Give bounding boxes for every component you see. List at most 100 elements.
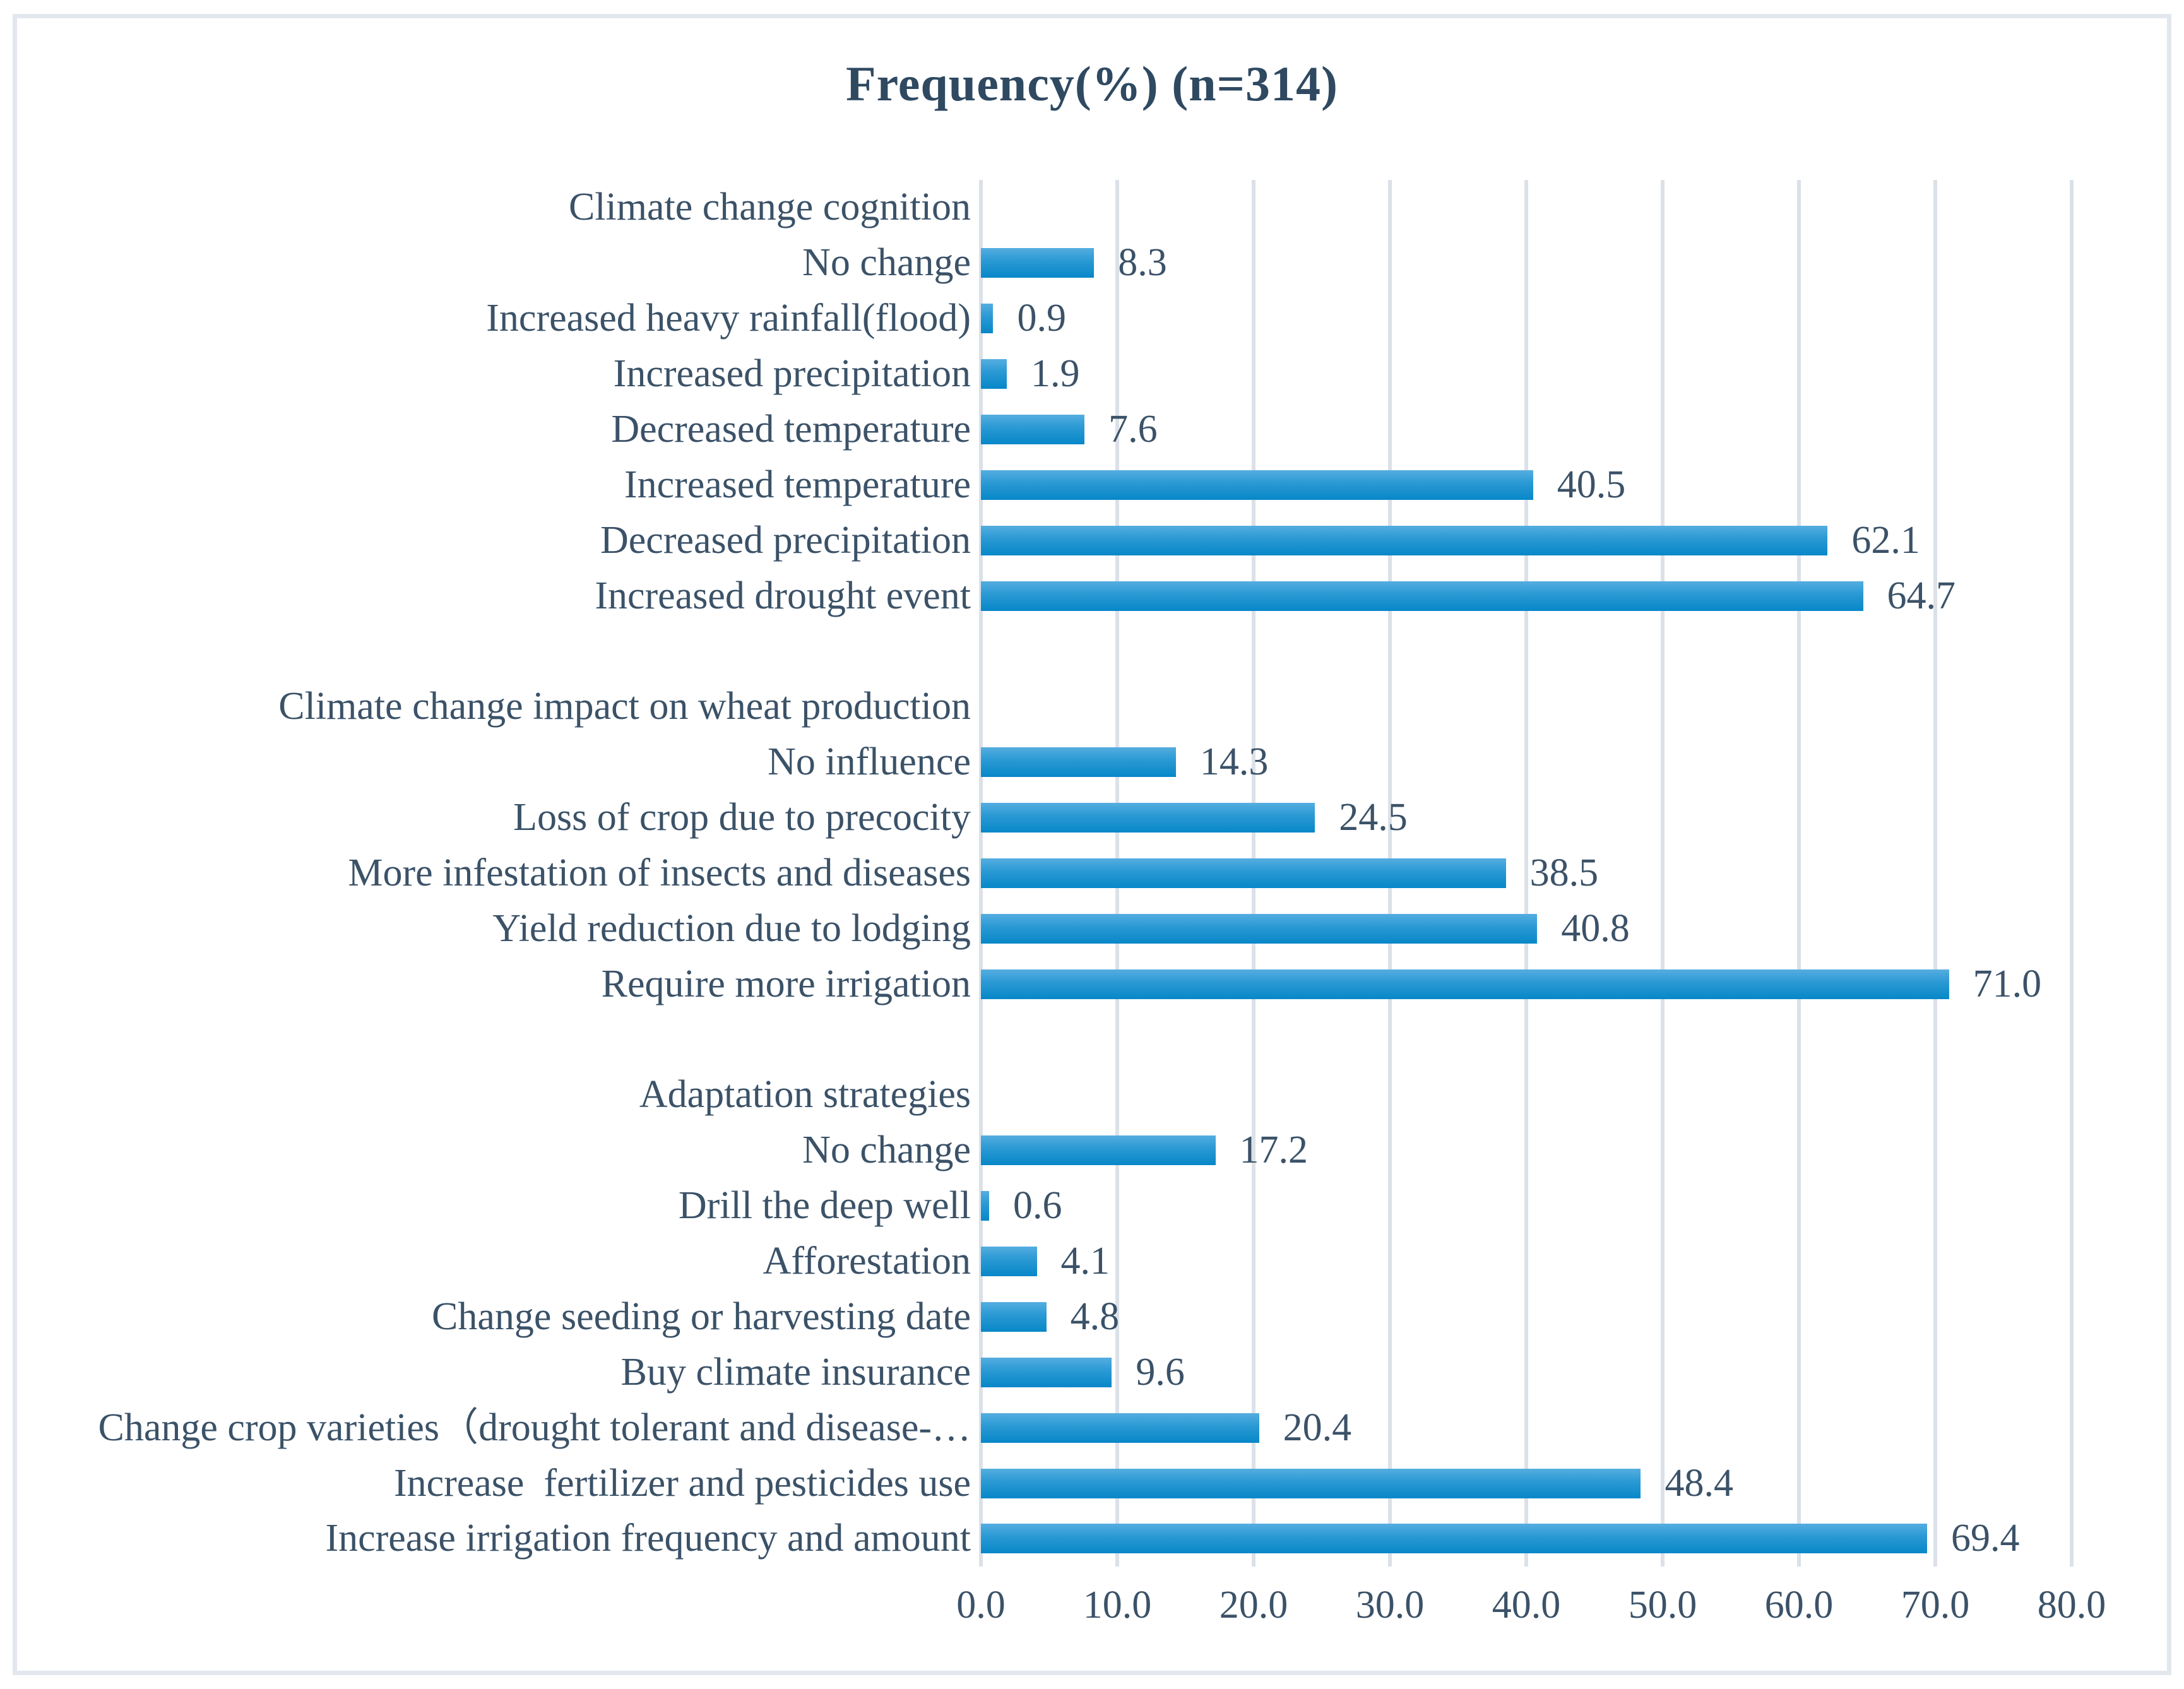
bar (981, 1301, 1047, 1332)
bar-zone: 20.4 (981, 1400, 2072, 1455)
bar-zone: 62.1 (981, 513, 2072, 568)
bar-zone: 0.6 (981, 1178, 2072, 1234)
group-header-row: Climate change cognition (44, 180, 2140, 235)
bar-zone: 24.5 (981, 790, 2072, 846)
value-label: 1.9 (1031, 352, 1080, 396)
bar-row: Increased drought event 64.7 (44, 568, 2140, 624)
spacer-row (44, 1012, 2140, 1067)
grid-line (2070, 180, 2074, 1567)
bar (981, 1524, 1928, 1554)
chart-title: Frequency(%) (n=314) (845, 56, 1339, 111)
category-label: Change seeding or harvesting date (432, 1295, 971, 1338)
group-header-row: Adaptation strategies (44, 1067, 2140, 1123)
bar-zone: 4.1 (981, 1234, 2072, 1289)
bar (981, 525, 1828, 555)
x-tick-label: 40.0 (1492, 1584, 1561, 1627)
bar (981, 470, 1533, 500)
value-label: 20.4 (1283, 1406, 1352, 1449)
bar (981, 304, 994, 334)
category-label: Increased temperature (624, 463, 971, 506)
bar-row: Decreased precipitation 62.1 (44, 513, 2140, 568)
category-label: Increased drought event (595, 574, 971, 617)
category-label: Increase fertilizer and pesticides use (393, 1461, 971, 1505)
value-label: 71.0 (1973, 962, 2042, 1005)
bar-row: No change 8.3 (44, 235, 2140, 291)
bar (981, 969, 1949, 999)
bar-zone: 7.6 (981, 402, 2072, 458)
bar-row: Require more irrigation 71.0 (44, 956, 2140, 1012)
bar-row: Increased temperature 40.5 (44, 457, 2140, 513)
x-axis-ticks: 0.0 10.0 20.0 30.0 40.0 50.0 60.0 70.0 80.0 (0, 1583, 2184, 1640)
category-label: Buy climate insurance (620, 1350, 971, 1394)
bar-zone: 4.8 (981, 1289, 2072, 1345)
bar-row: Increase fertilizer and pesticides use 48… (44, 1455, 2140, 1511)
bar-zone: 0.9 (981, 291, 2072, 347)
category-label: Yield reduction due to lodging (492, 906, 971, 950)
bar-zone: 14.3 (981, 735, 2072, 790)
bar-row: No influence 14.3 (44, 735, 2140, 790)
category-label: Decreased precipitation (600, 518, 971, 562)
category-label: More infestation of insects and diseases (348, 851, 971, 894)
spacer-row (44, 624, 2140, 679)
bar-zone: 64.7 (981, 568, 2072, 624)
bar-row: Increased heavy rainfall(flood) 0.9 (44, 291, 2140, 347)
bar-row: Buy climate insurance 9.6 (44, 1344, 2140, 1400)
value-label: 8.3 (1118, 241, 1167, 285)
category-label: Change crop varieties（drought tolerant a… (98, 1406, 971, 1449)
bar-row: Afforestation 4.1 (44, 1234, 2140, 1289)
value-label: 24.5 (1339, 796, 1408, 839)
bar-row: More infestation of insects and diseases… (44, 846, 2140, 901)
bar (981, 359, 1007, 389)
bar (981, 803, 1315, 833)
value-label: 17.2 (1239, 1129, 1309, 1172)
value-label: 64.7 (1887, 574, 1956, 617)
grid-line (1661, 180, 1665, 1567)
bar-row: Increase irrigation frequency and amount… (44, 1511, 2140, 1567)
bar-zone (981, 679, 2072, 735)
bar-zone: 48.4 (981, 1455, 2072, 1511)
bar (981, 414, 1085, 444)
bar-zone: 17.2 (981, 1123, 2072, 1178)
bar-row: Yield reduction due to lodging 40.8 (44, 901, 2140, 956)
bar-zone (981, 624, 2072, 679)
value-label: 14.3 (1199, 740, 1269, 784)
category-label: Increase irrigation frequency and amount (325, 1517, 971, 1560)
value-label: 9.6 (1136, 1350, 1185, 1394)
bar-row: Drill the deep well 0.6 (44, 1178, 2140, 1234)
bar-row: Increased precipitation 1.9 (44, 347, 2140, 402)
category-label: Drill the deep well (678, 1184, 971, 1228)
bar (981, 858, 1506, 888)
value-label: 7.6 (1108, 407, 1158, 451)
bar-row: Change seeding or harvesting date 4.8 (44, 1289, 2140, 1345)
bar (981, 1357, 1112, 1387)
value-label: 0.6 (1012, 1184, 1062, 1228)
bar-zone (981, 1067, 2072, 1123)
group-header-label: Climate change cognition (568, 186, 971, 229)
bar (981, 1191, 989, 1221)
bar-row: Change crop varieties（drought tolerant a… (44, 1400, 2140, 1455)
bar (981, 1413, 1259, 1443)
value-label: 40.8 (1561, 906, 1630, 950)
bar-zone: 9.6 (981, 1344, 2072, 1400)
bar-rows-layer: Climate change cognition No change 8.3 Incr… (44, 180, 2140, 1567)
grid-line (1524, 180, 1528, 1567)
category-label: Loss of crop due to precocity (513, 796, 971, 839)
bar (981, 1135, 1216, 1166)
bar (981, 747, 1176, 778)
category-label: No change (802, 241, 971, 285)
category-label: No change (802, 1129, 971, 1172)
x-tick-label: 30.0 (1355, 1584, 1425, 1627)
grid-line (1933, 180, 1937, 1567)
bar (981, 1468, 1641, 1498)
bar-row: Decreased temperature 7.6 (44, 402, 2140, 458)
category-label: Afforestation (763, 1240, 971, 1283)
bar-zone: 69.4 (981, 1511, 2072, 1567)
x-tick-label: 20.0 (1219, 1584, 1288, 1627)
bar (981, 1247, 1037, 1277)
value-label: 4.8 (1070, 1295, 1120, 1338)
group-header-label: Climate change impact on wheat productio… (278, 685, 971, 728)
category-label: Increased heavy rainfall(flood) (486, 297, 971, 340)
bar-row: No change 17.2 (44, 1123, 2140, 1178)
bar-row: Loss of crop due to precocity 24.5 (44, 790, 2140, 846)
